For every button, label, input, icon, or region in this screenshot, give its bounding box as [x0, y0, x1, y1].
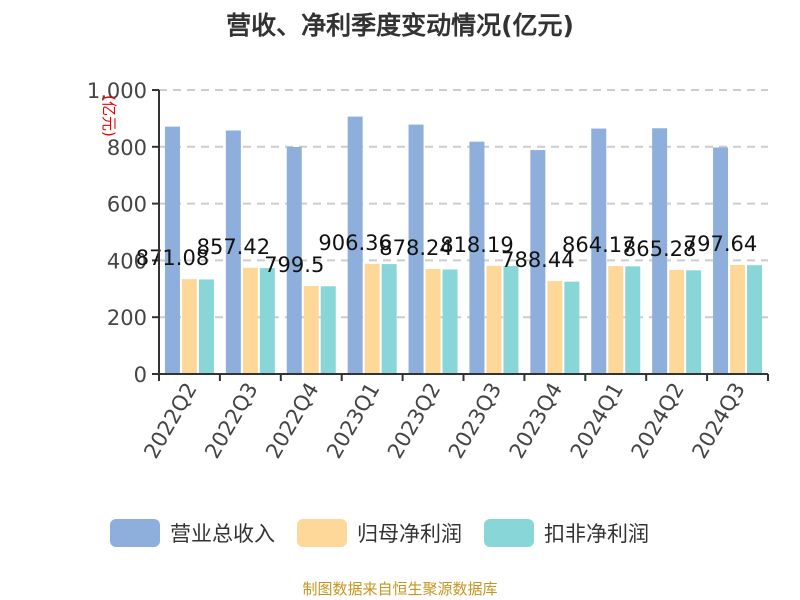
- legend: 营业总收入 归母净利润 扣非净利润: [110, 518, 649, 548]
- bar-2: [320, 286, 336, 374]
- x-tick-label: 2022Q4: [261, 379, 323, 463]
- bar-1: [364, 263, 380, 374]
- x-tick-label: 2024Q2: [627, 379, 689, 463]
- y-axis-label: (亿元): [100, 95, 118, 137]
- y-tick-label: 0: [134, 363, 147, 387]
- y-tick-label: 1,000: [87, 79, 147, 103]
- bar-1: [730, 264, 746, 374]
- chart-title: 营收、净利季度变动情况(亿元): [226, 11, 574, 40]
- x-tick-label: 2023Q1: [322, 379, 384, 463]
- x-tick-label: 2023Q4: [505, 379, 567, 463]
- bar-0: [347, 116, 363, 375]
- bar-1: [608, 266, 624, 374]
- y-tick-label: 200: [107, 306, 147, 330]
- legend-swatch: [297, 519, 347, 547]
- data-label: 871.08: [136, 246, 209, 270]
- bar-1: [181, 279, 197, 374]
- data-label: 906.36: [318, 231, 391, 255]
- bar-0: [652, 128, 668, 374]
- x-tick-label: 2022Q2: [139, 379, 201, 463]
- data-label: 864.17: [562, 233, 635, 257]
- x-tick-label: 2023Q3: [444, 379, 506, 463]
- bar-0: [164, 126, 180, 374]
- data-label: 818.19: [440, 233, 513, 257]
- y-tick-label: 800: [107, 136, 147, 160]
- bar-2: [259, 268, 275, 374]
- bar-1: [486, 265, 502, 374]
- bar-1: [547, 281, 563, 374]
- data-label: 857.42: [197, 235, 270, 259]
- legend-label: 归母净利润: [357, 522, 462, 546]
- bar-0: [713, 147, 729, 374]
- data-label: 797.64: [684, 232, 757, 256]
- x-tick-label: 2022Q3: [200, 379, 262, 463]
- bar-0: [225, 130, 241, 374]
- bar-0: [591, 128, 607, 374]
- data-label: 865.28: [623, 237, 696, 261]
- x-tick-label: 2023Q2: [383, 379, 445, 463]
- bar-0: [530, 150, 546, 374]
- bar-1: [303, 285, 319, 374]
- y-tick-label: 400: [107, 249, 147, 273]
- legend-label: 扣非净利润: [544, 522, 649, 546]
- data-label: 788.44: [501, 248, 574, 272]
- bar-2: [625, 266, 641, 374]
- data-label: 799.5: [264, 253, 324, 277]
- bar-0: [408, 124, 424, 375]
- bar-2: [503, 266, 519, 374]
- legend-item-deducted-profit[interactable]: 扣非净利润: [484, 518, 649, 548]
- bar-2: [198, 279, 214, 374]
- x-tick-label: 2024Q3: [687, 379, 749, 463]
- x-tick-label: 2024Q1: [566, 379, 628, 463]
- bar-1: [242, 267, 258, 374]
- legend-swatch: [484, 519, 534, 547]
- y-tick-label: 600: [107, 193, 147, 217]
- bar-2: [442, 269, 458, 374]
- bar-2: [747, 265, 763, 374]
- legend-item-net-profit[interactable]: 归母净利润: [297, 518, 462, 548]
- bar-0: [286, 146, 302, 374]
- bar-1: [425, 268, 441, 374]
- bar-2: [381, 264, 397, 374]
- bar-1: [669, 270, 685, 374]
- bar-0: [469, 141, 485, 374]
- legend-swatch: [110, 519, 160, 547]
- legend-label: 营业总收入: [170, 522, 275, 546]
- legend-item-revenue[interactable]: 营业总收入: [110, 518, 275, 548]
- data-label: 878.24: [379, 236, 452, 260]
- bar-2: [686, 270, 702, 374]
- source-footer: 制图数据来自恒生聚源数据库: [302, 580, 498, 598]
- bar-2: [564, 281, 580, 374]
